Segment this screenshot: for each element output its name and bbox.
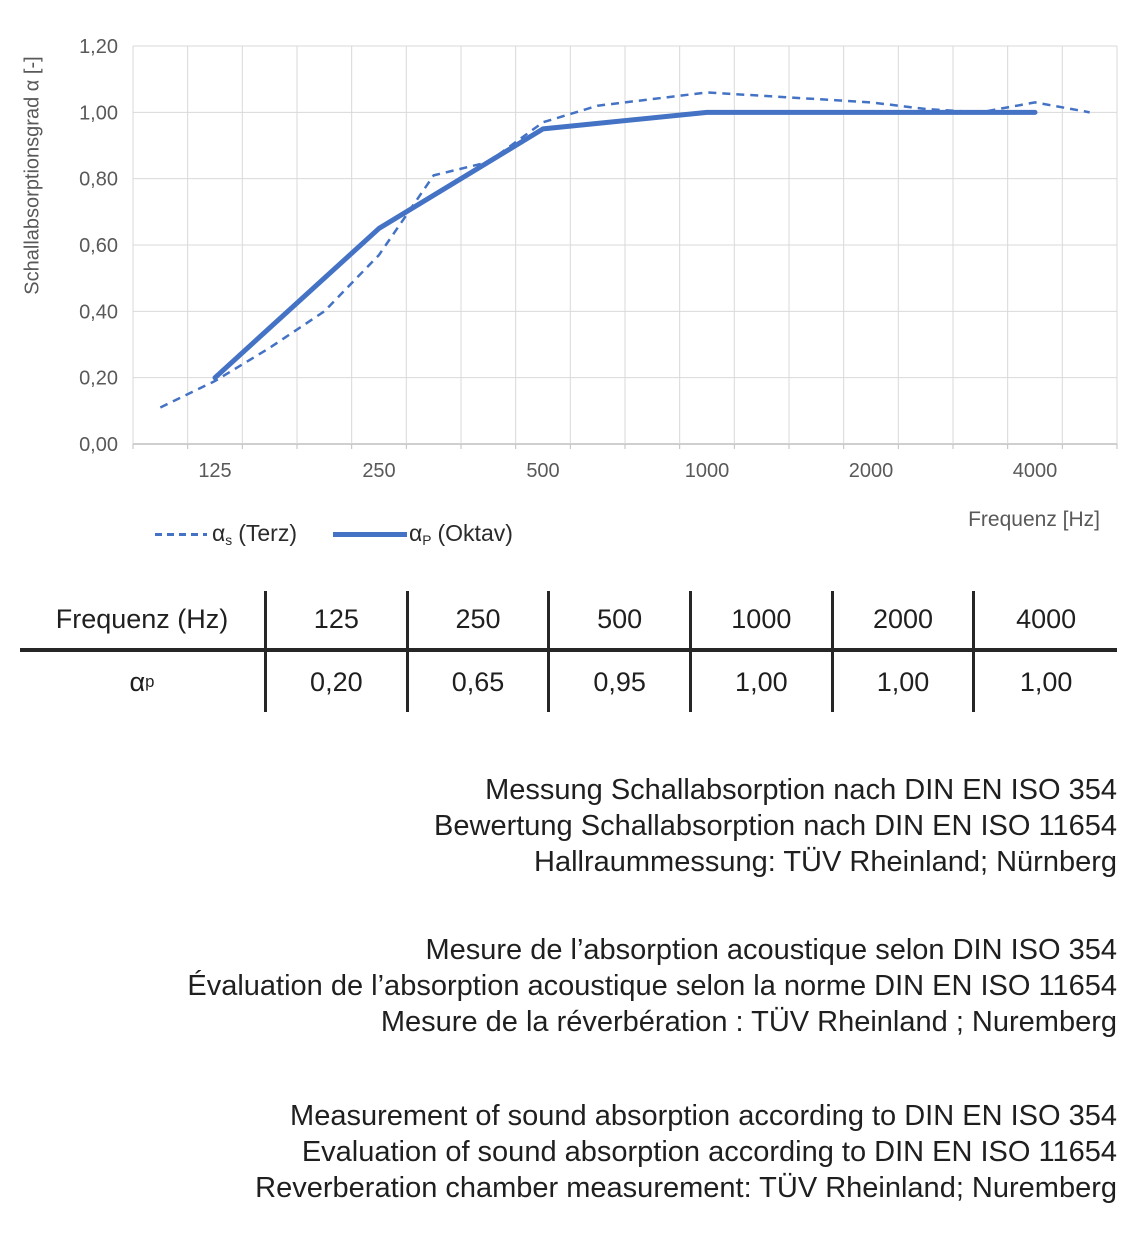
note-line: Hallraummessung: TÜV Rheinland; Nürnberg — [534, 846, 1117, 878]
table-header-cell: Frequenz (Hz) — [20, 591, 267, 652]
note-english: Measurement of sound absorption accordin… — [255, 1098, 1117, 1206]
legend-label-oktav: αP (Oktav) — [409, 520, 513, 548]
note-line: Evaluation of sound absorption according… — [301, 1136, 1117, 1168]
y-axis-title: Schallabsorptionsgrad α [-] — [21, 56, 44, 295]
absorption-chart-svg: 0,00 0,20 0,40 0,60 0,80 1,00 1,20 125 250 500 100… — [79, 36, 1118, 482]
table-header-cell: 4000 — [975, 591, 1117, 652]
x-tick-label: 2000 — [849, 460, 894, 482]
legend-subscript: P — [422, 533, 432, 549]
legend-alpha-symbol: α — [212, 520, 226, 546]
y-tick-label: 0,00 — [79, 434, 118, 456]
legend-dashed-line-swatch — [155, 533, 207, 536]
table-header-cell: 250 — [408, 591, 551, 652]
note-line: Messung Schallabsorption nach DIN EN ISO… — [485, 774, 1117, 806]
y-tick-label: 1,20 — [79, 36, 118, 58]
note-line: Mesure de l’absorption acoustique selon … — [425, 934, 1117, 966]
y-tick-label: 0,60 — [79, 235, 118, 257]
x-tick-label: 250 — [362, 460, 395, 482]
table-value-cell: 1,00 — [1019, 666, 1073, 697]
y-tick-label: 0,40 — [79, 301, 118, 323]
series-line-terz — [159, 91, 1090, 409]
y-tick-label: 0,20 — [79, 368, 118, 390]
note-line: Bewertung Schallabsorption nach DIN EN I… — [434, 810, 1117, 842]
note-line: Measurement of sound absorption accordin… — [290, 1100, 1117, 1132]
x-tick-label: 500 — [526, 460, 559, 482]
table-value-cell: 0,20 — [267, 652, 409, 712]
y-tick-label: 1,00 — [79, 102, 118, 124]
x-axis-title: Frequenz [Hz] — [968, 508, 1100, 531]
table-value-cell: 0,95 — [550, 652, 692, 712]
legend-subscript: s — [225, 533, 233, 549]
legend-series-name: (Oktav) — [437, 520, 513, 546]
legend-alpha-symbol: α — [409, 520, 423, 546]
legend-solid-line-swatch — [333, 532, 407, 537]
table-header-cell: 125 — [267, 591, 409, 652]
alpha-subscript: p — [145, 672, 155, 691]
table-header-cell: 1000 — [692, 591, 834, 652]
y-tick-label: 0,80 — [79, 169, 118, 191]
legend-label-terz: αs (Terz) — [212, 520, 297, 548]
table-value-cell: 0,65 — [409, 652, 551, 712]
x-tick-label: 1000 — [685, 460, 730, 482]
frequency-table: Frequenz (Hz) 125 250 500 1000 2000 4000… — [20, 591, 1117, 712]
note-french: Mesure de l’absorption acoustique selon … — [187, 932, 1117, 1040]
x-tick-label: 125 — [198, 460, 231, 482]
alpha-symbol: α — [129, 666, 146, 697]
series-line-oktav — [212, 109, 1038, 381]
table-header-cell: 2000 — [833, 591, 976, 652]
table-value-cell: 1,00 — [834, 652, 976, 712]
note-line: Évaluation de l’absorption acoustique se… — [187, 970, 1117, 1002]
note-german: Messung Schallabsorption nach DIN EN ISO… — [434, 772, 1117, 880]
legend-series-name: (Terz) — [238, 520, 297, 546]
table-header-cell: 500 — [550, 591, 692, 652]
table-value-cell: 1,00 — [692, 652, 834, 712]
x-tick-label: 4000 — [1013, 460, 1058, 482]
note-line: Reverberation chamber measurement: TÜV R… — [255, 1172, 1117, 1204]
note-line: Mesure de la réverbération : TÜV Rheinla… — [380, 1006, 1117, 1038]
